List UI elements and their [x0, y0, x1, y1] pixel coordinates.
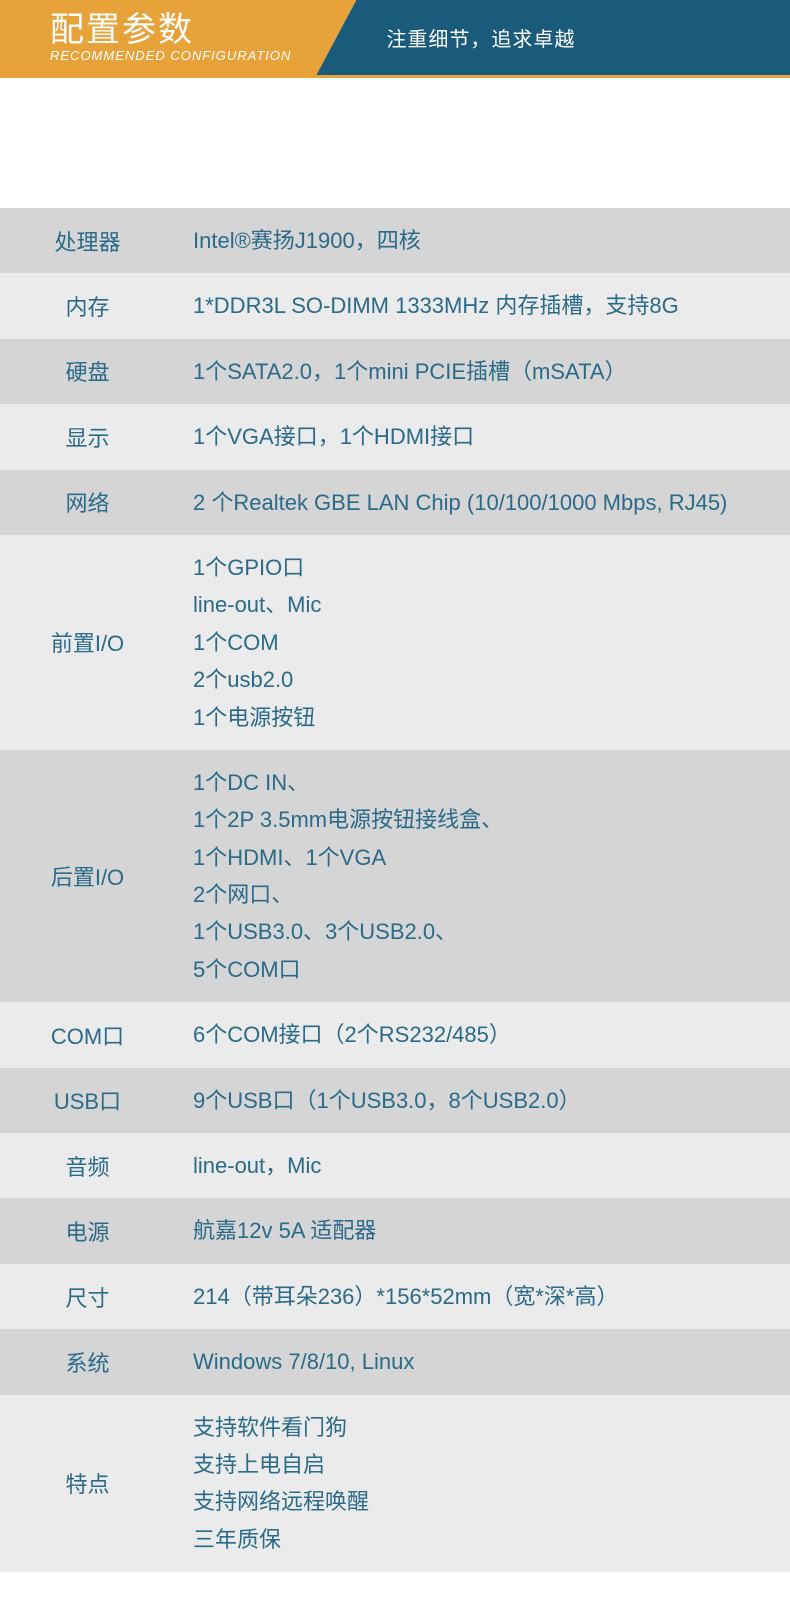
spec-label: 后置I/O — [0, 750, 175, 1002]
spec-value: 1个GPIO口 line-out、Mic 1个COM 2个usb2.0 1个电源… — [175, 535, 790, 750]
table-row: 特点支持软件看门狗 支持上电自启 支持网络远程唤醒 三年质保 — [0, 1395, 790, 1573]
bottom-spacer — [0, 1572, 790, 1622]
table-row: 处理器Intel®赛扬J1900，四核 — [0, 208, 790, 273]
spec-label: 网络 — [0, 470, 175, 535]
spec-label: 前置I/O — [0, 535, 175, 750]
table-row: 硬盘1个SATA2.0，1个mini PCIE插槽（mSATA） — [0, 339, 790, 404]
spec-label: 处理器 — [0, 208, 175, 273]
spec-value: 1*DDR3L SO-DIMM 1333MHz 内存插槽，支持8G — [175, 273, 790, 338]
spec-label: 特点 — [0, 1395, 175, 1573]
table-row: COM口6个COM接口（2个RS232/485） — [0, 1002, 790, 1067]
spec-label: 电源 — [0, 1198, 175, 1263]
table-row: 后置I/O1个DC IN、 1个2P 3.5mm电源按钮接线盒、 1个HDMI、… — [0, 750, 790, 1002]
header-strip: 配置参数 RECOMMENDED CONFIGURATION 注重细节，追求卓越 — [0, 0, 790, 75]
spec-value: line-out，Mic — [175, 1133, 790, 1198]
table-row: 尺寸214（带耳朵236）*156*52mm（宽*深*高） — [0, 1264, 790, 1329]
header-tagline: 注重细节，追求卓越 — [386, 23, 575, 52]
spec-value: 1个VGA接口，1个HDMI接口 — [175, 404, 790, 469]
table-row: 音频line-out，Mic — [0, 1133, 790, 1198]
spec-value: 214（带耳朵236）*156*52mm（宽*深*高） — [175, 1264, 790, 1329]
table-row: 显示1个VGA接口，1个HDMI接口 — [0, 404, 790, 469]
header-subtitle: RECOMMENDED CONFIGURATION — [50, 48, 291, 63]
spec-label: 尺寸 — [0, 1264, 175, 1329]
spec-label: 硬盘 — [0, 339, 175, 404]
spec-label: 音频 — [0, 1133, 175, 1198]
header-title: 配置参数 — [50, 12, 291, 49]
spec-label: COM口 — [0, 1002, 175, 1067]
spec-table: 处理器Intel®赛扬J1900，四核内存1*DDR3L SO-DIMM 133… — [0, 208, 790, 1572]
spec-label: 显示 — [0, 404, 175, 469]
table-row: 网络2 个Realtek GBE LAN Chip (10/100/1000 M… — [0, 470, 790, 535]
table-row: USB口9个USB口（1个USB3.0，8个USB2.0） — [0, 1068, 790, 1133]
spec-value: 1个SATA2.0，1个mini PCIE插槽（mSATA） — [175, 339, 790, 404]
spec-value: 航嘉12v 5A 适配器 — [175, 1198, 790, 1263]
spec-value: 支持软件看门狗 支持上电自启 支持网络远程唤醒 三年质保 — [175, 1395, 790, 1573]
spec-value: 1个DC IN、 1个2P 3.5mm电源按钮接线盒、 1个HDMI、1个VGA… — [175, 750, 790, 1002]
spec-value: 2 个Realtek GBE LAN Chip (10/100/1000 Mbp… — [175, 470, 790, 535]
spec-label: 内存 — [0, 273, 175, 338]
table-row: 电源航嘉12v 5A 适配器 — [0, 1198, 790, 1263]
spec-value: Intel®赛扬J1900，四核 — [175, 208, 790, 273]
table-row: 前置I/O1个GPIO口 line-out、Mic 1个COM 2个usb2.0… — [0, 535, 790, 750]
spec-value: 9个USB口（1个USB3.0，8个USB2.0） — [175, 1068, 790, 1133]
spec-value: 6个COM接口（2个RS232/485） — [175, 1002, 790, 1067]
spec-label: USB口 — [0, 1068, 175, 1133]
spacer — [0, 78, 790, 208]
header-banner: 配置参数 RECOMMENDED CONFIGURATION — [0, 0, 356, 75]
table-row: 内存1*DDR3L SO-DIMM 1333MHz 内存插槽，支持8G — [0, 273, 790, 338]
